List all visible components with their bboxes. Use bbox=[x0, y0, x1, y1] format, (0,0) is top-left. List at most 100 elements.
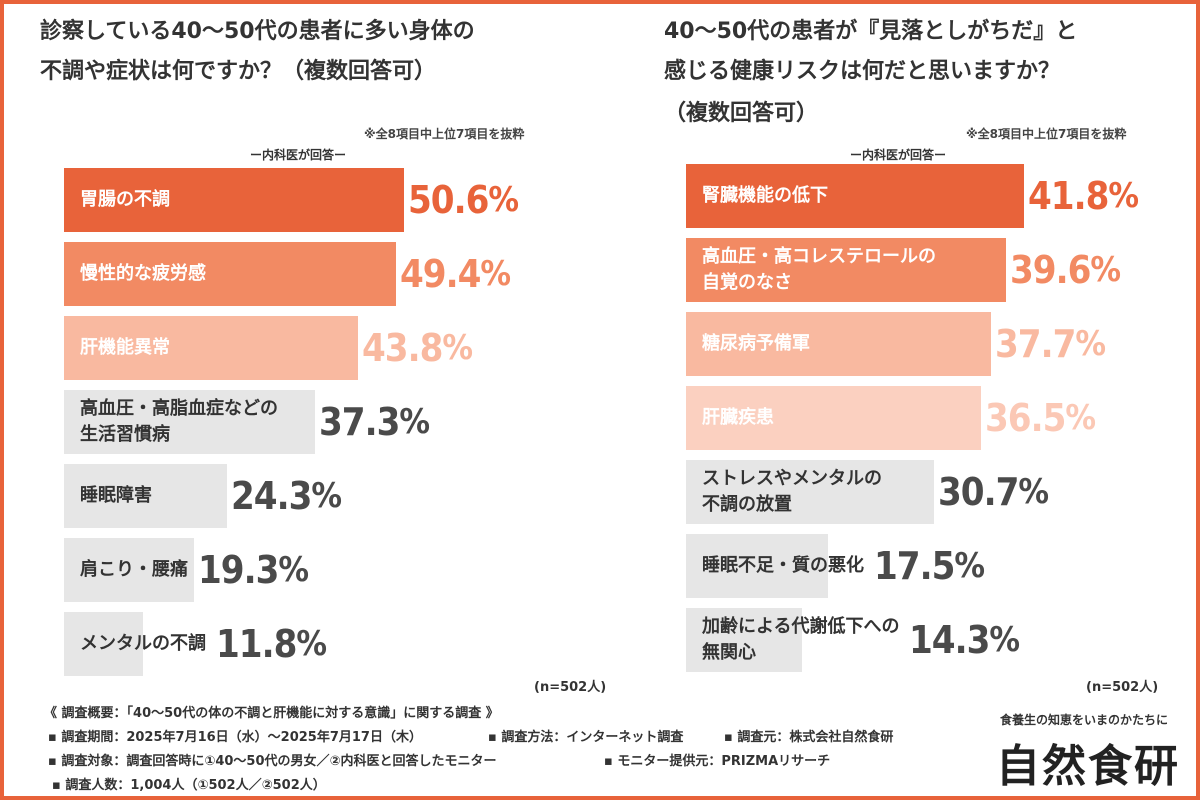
bar-category-label: 胃腸の不調 bbox=[80, 189, 170, 210]
bar-category-label: 睡眠不足・質の悪化 bbox=[702, 555, 864, 576]
bar-value-unit: % bbox=[1075, 324, 1106, 364]
bar-value-number: 37.3 bbox=[319, 400, 400, 444]
bar bbox=[686, 534, 828, 598]
bar-value-unit: % bbox=[1108, 176, 1139, 216]
bar bbox=[686, 608, 802, 672]
bar-value-unit: % bbox=[1065, 398, 1096, 438]
bar-value-unit: % bbox=[399, 402, 430, 442]
survey-monitor-provider: ▪ モニター提供元：PRIZMAリサーチ bbox=[604, 754, 831, 769]
bar-row: ストレスやメンタルの 不調の放置 30.7% bbox=[686, 460, 1176, 524]
bar-category-label: 糖尿病予備軍 bbox=[702, 333, 810, 354]
bar bbox=[64, 168, 404, 232]
right-sample-size: (n=502人) bbox=[1086, 680, 1159, 695]
bar bbox=[686, 238, 1006, 302]
survey-target: ▪ 調査対象：調査回答時に①40〜50代の男女／②内科医と回答したモニター bbox=[48, 754, 497, 769]
survey-period: ▪ 調査期間：2025年7月16日（水）〜2025年7月17日（木） bbox=[48, 730, 422, 745]
bar-row: 肩こり・腰痛 19.3% bbox=[64, 538, 604, 602]
bar-value-unit: % bbox=[442, 328, 473, 368]
bar-value-label: 41.8% bbox=[1028, 164, 1139, 228]
bar-value-label: 24.3% bbox=[231, 464, 342, 528]
brand-logo: 自然食研 bbox=[996, 741, 1180, 792]
bar-row: 高血圧・高脂血症などの 生活習慣病 37.3% bbox=[64, 390, 604, 454]
bar-row: 加齢による代謝低下への 無関心 14.3% bbox=[686, 608, 1176, 672]
left-sample-size: (n=502人) bbox=[534, 680, 607, 695]
bar bbox=[686, 312, 991, 376]
bar-category-label: 高血圧・高脂血症などの 生活習慣病 bbox=[80, 398, 278, 445]
survey-title: 《 調査概要：「40〜50代の体の不調と肝機能に対する意識」に関する調査 》 bbox=[44, 706, 499, 721]
survey-count: ▪ 調査人数：1,004人（①502人／②502人） bbox=[52, 778, 326, 793]
bar bbox=[64, 316, 358, 380]
bar-category-label: 慢性的な疲労感 bbox=[80, 263, 206, 284]
bar bbox=[64, 390, 315, 454]
bar-value-label: 30.7% bbox=[938, 460, 1049, 524]
bar-value-unit: % bbox=[480, 254, 511, 294]
bar-category-label: 加齢による代謝低下への 無関心 bbox=[702, 616, 900, 663]
bar-value-label: 37.3% bbox=[319, 390, 430, 454]
bar-category-label: 肝臓疾患 bbox=[702, 407, 774, 428]
bar-value-unit: % bbox=[954, 546, 985, 586]
bar-value-label: 39.6% bbox=[1010, 238, 1121, 302]
bar bbox=[686, 460, 934, 524]
bar-value-label: 43.8% bbox=[362, 316, 473, 380]
bar-category-label: 肩こり・腰痛 bbox=[80, 559, 188, 580]
bar-value-number: 30.7 bbox=[938, 470, 1019, 514]
left-note: ※全8項目中上位7項目を抜粋 bbox=[364, 127, 525, 141]
bar-value-label: 19.3% bbox=[198, 538, 309, 602]
bar-value-label: 50.6% bbox=[408, 168, 519, 232]
bar-value-unit: % bbox=[1090, 250, 1121, 290]
right-note: ※全8項目中上位7項目を抜粋 bbox=[966, 127, 1127, 141]
left-bar-chart: 胃腸の不調 50.6% 慢性的な疲労感 49.4% 肝機能異常 43.8% 高血圧・高脂血症… bbox=[64, 168, 604, 688]
right-title-line1: 40〜50代の患者が『見落としがちだ』と bbox=[664, 19, 1078, 44]
bar-value-number: 36.5 bbox=[985, 396, 1066, 440]
bar-value-number: 41.8 bbox=[1028, 174, 1109, 218]
bar-category-label: メンタルの不調 bbox=[80, 633, 206, 654]
bar-value-label: 36.5% bbox=[985, 386, 1096, 450]
bar-row: メンタルの不調 11.8% bbox=[64, 612, 604, 676]
bar bbox=[64, 242, 396, 306]
survey-method: ▪ 調査方法：インターネット調査 bbox=[488, 730, 684, 745]
right-title-line2: 感じる健康リスクは何だと思いますか？ bbox=[664, 59, 1061, 84]
bar-value-number: 49.4 bbox=[400, 252, 481, 296]
bar-row: 腎臓機能の低下 41.8% bbox=[686, 164, 1176, 228]
bar-value-label: 17.5% bbox=[874, 534, 985, 598]
right-subtitle: ー内科医が回答ー bbox=[850, 148, 947, 162]
bar-value-unit: % bbox=[1018, 472, 1049, 512]
bar-value-label: 49.4% bbox=[400, 242, 511, 306]
survey-source: ▪ 調査元：株式会社自然食研 bbox=[724, 730, 894, 745]
bar-category-label: ストレスやメンタルの 不調の放置 bbox=[702, 468, 882, 515]
bar-category-label: 腎臓機能の低下 bbox=[702, 185, 828, 206]
bar-value-label: 14.3% bbox=[909, 608, 1020, 672]
bar bbox=[64, 612, 143, 676]
left-title-line1: 診察している40〜50代の患者に多い身体の bbox=[40, 19, 475, 44]
bar-value-number: 39.6 bbox=[1010, 248, 1091, 292]
right-title-line3: （複数回答可） bbox=[664, 101, 819, 126]
bar-category-label: 睡眠障害 bbox=[80, 485, 152, 506]
bar bbox=[686, 386, 981, 450]
left-title-line2: 不調や症状は何ですか？（複数回答可） bbox=[40, 59, 437, 84]
bar-row: 肝機能異常 43.8% bbox=[64, 316, 604, 380]
bar-category-label: 肝機能異常 bbox=[80, 337, 170, 358]
bar-value-unit: % bbox=[989, 620, 1020, 660]
bar-value-number: 11.8 bbox=[216, 622, 297, 666]
brand-tagline: 食養生の知恵をいまのかたちに bbox=[1000, 713, 1169, 727]
right-bar-chart: 腎臓機能の低下 41.8% 高血圧・高コレステロールの 自覚のなさ 39.6% 糖尿病予… bbox=[686, 164, 1176, 684]
bar-category-label: 高血圧・高コレステロールの 自覚のなさ bbox=[702, 246, 936, 293]
left-subtitle: ー内科医が回答ー bbox=[250, 148, 347, 162]
bar-row: 胃腸の不調 50.6% bbox=[64, 168, 604, 232]
bar-value-number: 43.8 bbox=[362, 326, 443, 370]
bar-value-number: 24.3 bbox=[231, 474, 312, 518]
bar-value-number: 17.5 bbox=[874, 544, 955, 588]
bar-value-number: 50.6 bbox=[408, 178, 489, 222]
bar bbox=[64, 538, 194, 602]
bar bbox=[686, 164, 1024, 228]
bar-value-number: 37.7 bbox=[995, 322, 1076, 366]
bar-value-label: 11.8% bbox=[216, 612, 327, 676]
bar-value-unit: % bbox=[296, 624, 327, 664]
bar-row: 肝臓疾患 36.5% bbox=[686, 386, 1176, 450]
bar-value-unit: % bbox=[278, 550, 309, 590]
bar-value-unit: % bbox=[311, 476, 342, 516]
bar-row: 睡眠障害 24.3% bbox=[64, 464, 604, 528]
bar bbox=[64, 464, 227, 528]
bar-value-number: 14.3 bbox=[909, 618, 990, 662]
